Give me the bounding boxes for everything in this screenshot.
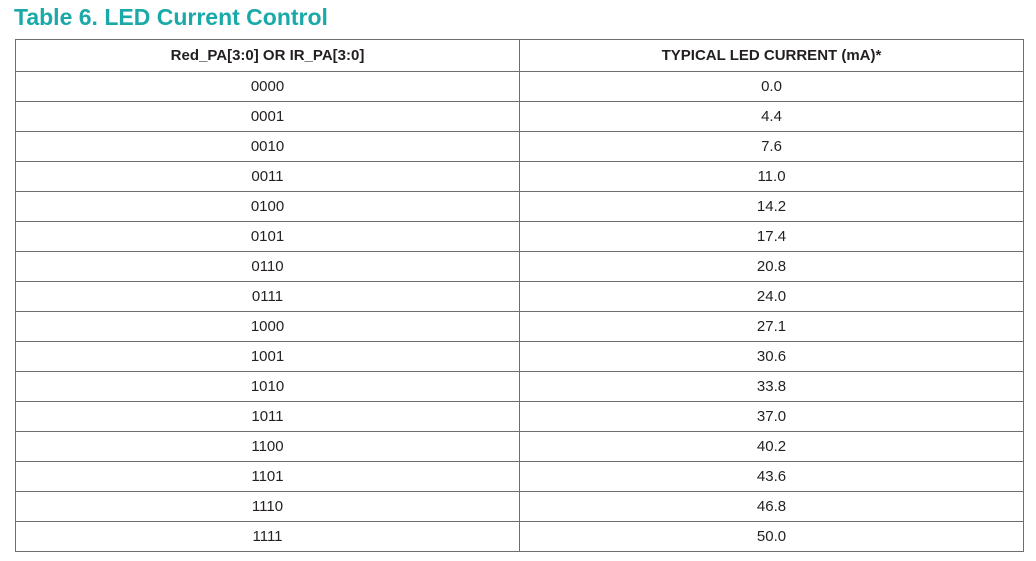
table-row: 1001 30.6 — [15, 341, 1024, 372]
cell-register-bits: 1101 — [15, 461, 520, 492]
table-body: 0000 0.0 0001 4.4 0010 7.6 0011 11.0 0100 14.2 010… — [15, 71, 1024, 552]
table-row: 0111 24.0 — [15, 281, 1024, 312]
table-row: 0000 0.0 — [15, 71, 1024, 102]
table-row: 1101 43.6 — [15, 461, 1024, 492]
table-row: 1010 33.8 — [15, 371, 1024, 402]
cell-register-bits: 1110 — [15, 491, 520, 522]
cell-led-current: 17.4 — [519, 221, 1024, 252]
table-row: 0011 11.0 — [15, 161, 1024, 192]
cell-led-current: 33.8 — [519, 371, 1024, 402]
cell-register-bits: 0101 — [15, 221, 520, 252]
cell-led-current: 50.0 — [519, 521, 1024, 552]
cell-led-current: 24.0 — [519, 281, 1024, 312]
cell-led-current: 40.2 — [519, 431, 1024, 462]
cell-led-current: 0.0 — [519, 71, 1024, 102]
cell-register-bits: 1011 — [15, 401, 520, 432]
table-row: 1111 50.0 — [15, 521, 1024, 552]
cell-register-bits: 0111 — [15, 281, 520, 312]
cell-register-bits: 0110 — [15, 251, 520, 282]
table-row: 1100 40.2 — [15, 431, 1024, 462]
table-row: 1011 37.0 — [15, 401, 1024, 432]
cell-register-bits: 1001 — [15, 341, 520, 372]
cell-led-current: 4.4 — [519, 101, 1024, 132]
header-typical-led-current: TYPICAL LED CURRENT (mA)* — [519, 39, 1024, 72]
table-row: 0101 17.4 — [15, 221, 1024, 252]
cell-led-current: 7.6 — [519, 131, 1024, 162]
cell-led-current: 37.0 — [519, 401, 1024, 432]
table-row: 0110 20.8 — [15, 251, 1024, 282]
table-title: Table 6. LED Current Control — [14, 4, 328, 30]
table-row: 1110 46.8 — [15, 491, 1024, 522]
cell-led-current: 20.8 — [519, 251, 1024, 282]
cell-register-bits: 0010 — [15, 131, 520, 162]
table-row: 1000 27.1 — [15, 311, 1024, 342]
header-register-bits: Red_PA[3:0] OR IR_PA[3:0] — [15, 39, 520, 72]
cell-register-bits: 1000 — [15, 311, 520, 342]
cell-led-current: 30.6 — [519, 341, 1024, 372]
cell-register-bits: 1111 — [15, 521, 520, 552]
cell-register-bits: 0100 — [15, 191, 520, 222]
table-row: 0100 14.2 — [15, 191, 1024, 222]
cell-led-current: 46.8 — [519, 491, 1024, 522]
table-row: 0010 7.6 — [15, 131, 1024, 162]
cell-register-bits: 0001 — [15, 101, 520, 132]
cell-register-bits: 1100 — [15, 431, 520, 462]
cell-register-bits: 1010 — [15, 371, 520, 402]
table-header-row: Red_PA[3:0] OR IR_PA[3:0] TYPICAL LED CU… — [15, 39, 1024, 72]
table-row: 0001 4.4 — [15, 101, 1024, 132]
led-current-table: Red_PA[3:0] OR IR_PA[3:0] TYPICAL LED CU… — [15, 39, 1024, 552]
cell-led-current: 11.0 — [519, 161, 1024, 192]
cell-register-bits: 0000 — [15, 71, 520, 102]
cell-register-bits: 0011 — [15, 161, 520, 192]
cell-led-current: 43.6 — [519, 461, 1024, 492]
cell-led-current: 14.2 — [519, 191, 1024, 222]
cell-led-current: 27.1 — [519, 311, 1024, 342]
